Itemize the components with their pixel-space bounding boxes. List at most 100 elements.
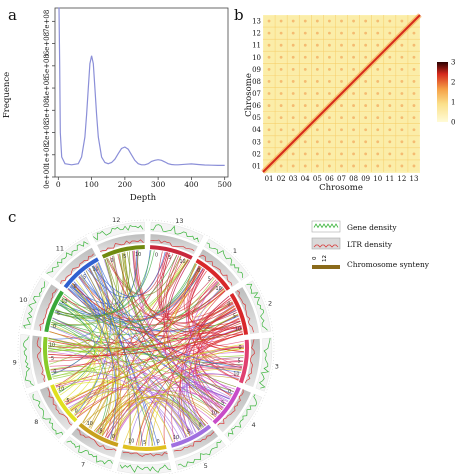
heatmap-spot xyxy=(291,55,295,59)
heatmap-x-tick-label: 09 xyxy=(361,175,370,183)
heatmap-spot xyxy=(315,128,319,132)
heatmap-spot xyxy=(400,19,404,23)
ltr-density-track xyxy=(198,249,240,288)
heatmap-spot xyxy=(315,67,319,71)
synteny-link xyxy=(112,394,216,441)
synteny-link xyxy=(89,267,121,442)
synteny-link xyxy=(55,250,152,317)
gene-density-track xyxy=(28,390,66,440)
gene-density-trace xyxy=(23,336,34,386)
heatmap-spot xyxy=(412,116,416,120)
synteny-link xyxy=(118,253,226,407)
synteny-link xyxy=(94,305,235,432)
heatmap-spot xyxy=(267,43,271,47)
heatmap-spot xyxy=(267,152,271,156)
synteny-link xyxy=(98,320,241,435)
position-tick-label: 0 xyxy=(110,258,113,264)
synteny-link xyxy=(97,397,200,434)
heatmap-spot xyxy=(376,31,380,35)
chromosome-band xyxy=(170,424,212,448)
synteny-link xyxy=(73,281,193,435)
chromosome-label: 13 xyxy=(175,217,183,225)
synteny-swatch xyxy=(312,265,340,269)
chromosome-band xyxy=(149,245,193,260)
heatmap-spot xyxy=(400,116,404,120)
synteny-link xyxy=(163,295,230,445)
heatmap-spot xyxy=(376,80,380,83)
heatmap-spot xyxy=(303,55,307,59)
synteny-link xyxy=(72,282,119,441)
chromosome-label: 3 xyxy=(275,362,279,370)
position-tick-label: 5 xyxy=(238,358,241,364)
heatmap-spot xyxy=(400,104,404,107)
position-tick-label: 5 xyxy=(221,400,224,406)
synteny-link xyxy=(151,347,245,446)
gene-density-trace xyxy=(258,337,271,389)
x-axis-ticks: 0 100 200 300 400 500 xyxy=(56,177,232,189)
synteny-link xyxy=(134,250,224,318)
position-tick-label: 10 xyxy=(179,259,185,265)
gene-density-trace xyxy=(177,440,222,467)
gene-density-track xyxy=(21,277,50,330)
heatmap-spot xyxy=(352,140,355,144)
heatmap-spot xyxy=(412,128,416,132)
heatmap-y-tick-label: 01 xyxy=(252,162,261,170)
heatmap-spot xyxy=(364,128,368,132)
heatmap-spot xyxy=(315,104,319,107)
heatmap-spot xyxy=(279,19,283,23)
heatmap-spot xyxy=(328,55,331,59)
x-tick-label: 0 xyxy=(56,180,61,189)
ltr-density-track xyxy=(120,450,169,463)
ltr-density-trace xyxy=(77,429,117,451)
heatmap-spot xyxy=(340,43,343,47)
heatmap-spot xyxy=(364,104,368,107)
gene-density-trace xyxy=(66,440,113,465)
synteny-link xyxy=(148,400,193,447)
heatmap-y-tick-label: 12 xyxy=(252,30,261,38)
position-tick-label: 5 xyxy=(100,428,103,434)
synteny-link xyxy=(180,290,226,436)
position-tick-label: 5 xyxy=(208,276,211,282)
heatmap-x-tick-label: 01 xyxy=(265,175,274,183)
position-tick-label: 5 xyxy=(123,254,126,260)
synteny-link xyxy=(61,253,124,311)
heatmap-spot xyxy=(352,116,355,120)
heatmap-spot xyxy=(412,43,416,47)
heatmap-spot xyxy=(364,164,368,168)
position-tick-label: 5 xyxy=(83,275,86,281)
heatmap-x-tick-label: 10 xyxy=(373,175,382,183)
gene-density-track xyxy=(150,221,204,245)
synteny-link xyxy=(106,258,207,426)
synteny-link xyxy=(48,318,240,349)
synteny-link xyxy=(135,330,243,446)
position-tick-label: 0 xyxy=(53,324,56,330)
heatmap-spot xyxy=(291,31,295,35)
heatmap-spot xyxy=(303,104,307,107)
ltr-density-track xyxy=(216,389,251,433)
heatmap-spot xyxy=(412,140,416,144)
heatmap-spot xyxy=(340,164,343,168)
ltr-density-trace xyxy=(36,337,46,382)
gene-density-swatch xyxy=(311,220,341,233)
ltr-density-trace xyxy=(150,239,195,251)
position-tick-label: 0 xyxy=(199,423,202,429)
heatmap-spot xyxy=(412,92,416,95)
heatmap-spot xyxy=(279,67,283,71)
heatmap-spot xyxy=(388,104,392,107)
position-tick-label: 10 xyxy=(216,286,222,292)
heatmap-spot xyxy=(388,80,392,83)
heatmap-spot xyxy=(315,31,319,35)
heatmap-x-tick-label: 13 xyxy=(410,175,419,183)
legend-gene-density: Gene density xyxy=(311,220,397,233)
circos-plot: 0510105102051030510405105051060510705108… xyxy=(13,216,279,474)
heatmap-spot xyxy=(364,19,368,23)
y-tick-label: 0e+00 xyxy=(43,165,51,188)
heatmap-spot xyxy=(364,80,368,83)
heatmap-spot xyxy=(328,128,331,132)
chromosome-label: 10 xyxy=(19,296,27,304)
synteny-link xyxy=(50,326,188,438)
heatmap-spot xyxy=(400,43,404,47)
synteny-link xyxy=(188,268,243,368)
circos-legend: Gene density LTR density 0 12 Chromosome… xyxy=(311,220,430,269)
heatmap-spot xyxy=(340,31,343,35)
